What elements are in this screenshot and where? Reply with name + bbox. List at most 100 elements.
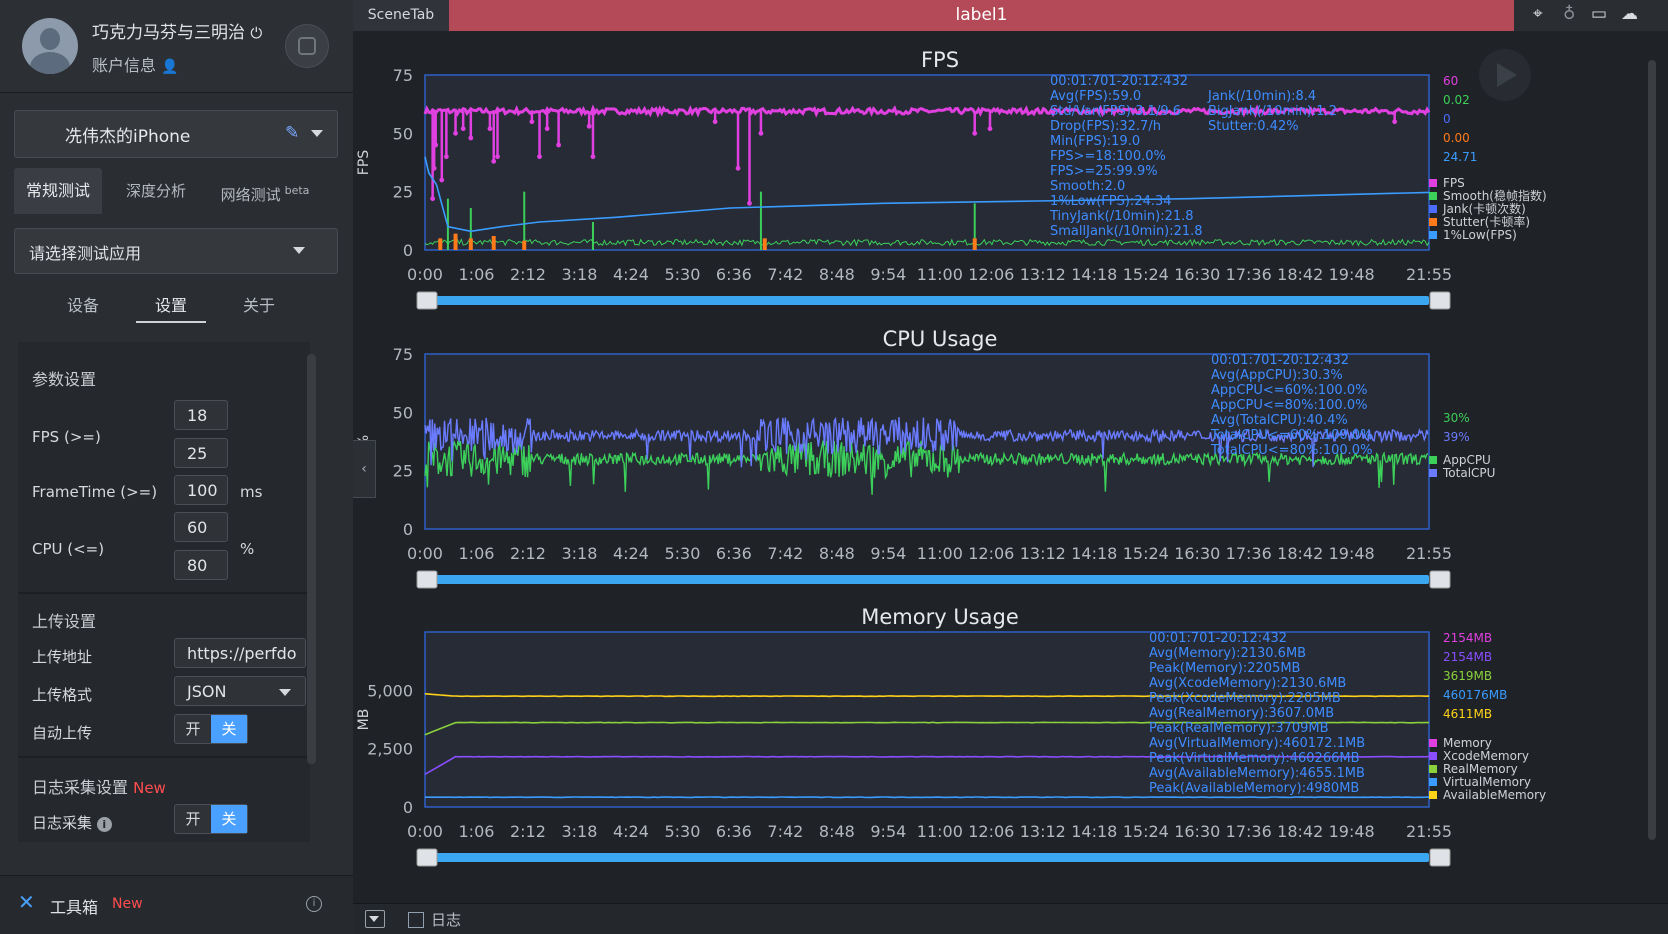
auto-upload-toggle[interactable]: 开 关 (174, 714, 248, 744)
upload-format-select[interactable]: JSON (174, 676, 306, 706)
legend-swatch (1429, 456, 1437, 464)
x-tick-label: 21:55 (1406, 265, 1452, 284)
cpu-threshold-input-1[interactable]: 60 (174, 512, 228, 542)
tab-deep-analysis[interactable]: 深度分析 (114, 168, 198, 214)
main-scrollbar[interactable] (1646, 40, 1658, 895)
x-tick-label: 14:18 (1071, 265, 1117, 284)
user-name-text: 巧克力马芬与三明治 (92, 23, 245, 43)
fps-dip-point (491, 159, 496, 164)
range-slider-handle-right (1430, 849, 1450, 866)
toolbox-bar[interactable]: ✕ 工具箱 New i (0, 875, 353, 934)
folder-icon[interactable]: ▭ (1591, 4, 1607, 24)
frametime-input[interactable]: 100 (174, 475, 228, 505)
stat-line: Jank(/10min):8.4 (1207, 89, 1316, 104)
record-button[interactable] (285, 24, 329, 68)
x-tick-label: 18:42 (1277, 544, 1323, 563)
chevron-down-icon[interactable] (311, 130, 323, 137)
upload-address-input[interactable]: https://perfdo (174, 638, 306, 668)
fps-dip-point (430, 196, 435, 201)
cloud-icon[interactable]: ☁ (1621, 4, 1638, 24)
collapse-sidebar-button[interactable]: ‹ (353, 440, 376, 498)
account-info[interactable]: 账户信息 👤 (92, 52, 179, 76)
label-tab[interactable]: label1 (449, 0, 1514, 31)
scrollbar-thumb[interactable] (1648, 60, 1656, 840)
device-selector[interactable]: 冼伟杰的iPhone ✎ (14, 110, 338, 158)
x-tick-label: 14:18 (1071, 544, 1117, 563)
toggle-on[interactable]: 开 (175, 805, 211, 833)
toggle-off[interactable]: 关 (211, 805, 247, 833)
x-tick-label: 19:48 (1329, 544, 1375, 563)
divider (18, 592, 310, 594)
upload-format-value: JSON (187, 682, 226, 701)
stat-line: Peak(Memory):2205MB (1149, 661, 1300, 676)
stat-line: Peak(VirtualMemory):460266MB (1149, 751, 1360, 766)
chevron-down-icon (369, 916, 379, 922)
fps-dip-point (556, 143, 561, 148)
avatar[interactable] (22, 18, 78, 74)
stat-line: Avg(FPS):59.0 (1050, 89, 1141, 104)
sidebar-scrollbar[interactable] (307, 354, 316, 764)
y-tick-label: 50 (393, 403, 413, 422)
log-label: 日志 (431, 909, 461, 930)
y-tick-label: 2,500 (367, 740, 413, 759)
user-settings-icon[interactable]: 👤 (161, 59, 178, 75)
x-tick-label: 9:54 (870, 265, 906, 284)
toggle-on[interactable]: 开 (175, 715, 211, 743)
x-tick-label: 11:00 (917, 265, 963, 284)
y-tick-label: 0 (403, 520, 413, 539)
y-axis-label: MB (356, 709, 372, 731)
legend-entry: TotalCPU (1442, 466, 1495, 480)
fps-dip-point (529, 119, 534, 124)
log-checkbox[interactable] (408, 912, 424, 928)
cpu-unit: % (240, 540, 254, 558)
range-slider-handle-right (1430, 571, 1450, 588)
tools-icon: ✕ (18, 890, 35, 914)
current-value: 2154MB (1443, 650, 1492, 664)
pin-icon[interactable]: ♁ (1563, 4, 1575, 24)
x-tick-label: 5:30 (664, 544, 700, 563)
x-tick-label: 15:24 (1123, 265, 1169, 284)
fps-dip-point (759, 131, 764, 136)
toggle-off[interactable]: 关 (211, 715, 247, 743)
chevron-down-icon[interactable] (293, 247, 305, 254)
x-tick-label: 1:06 (459, 265, 495, 284)
dropdown-icon[interactable] (365, 910, 385, 928)
stat-line: FPS>=25:99.9% (1050, 164, 1158, 179)
scene-tab[interactable]: SceneTab (353, 0, 449, 31)
fps-dip-point (453, 131, 458, 136)
power-icon[interactable]: ⏻ (250, 24, 262, 42)
x-tick-label: 11:00 (917, 822, 963, 841)
cpu-threshold-input-2[interactable]: 80 (174, 550, 228, 580)
tab-settings[interactable]: 设置 (136, 292, 206, 323)
range-slider-track (435, 296, 1429, 305)
x-tick-label: 16:30 (1174, 822, 1220, 841)
legend-swatch (1429, 765, 1437, 773)
x-tick-label: 7:42 (767, 265, 803, 284)
stat-line: Avg(AvailableMemory):4655.1MB (1149, 766, 1365, 781)
app-select[interactable]: 请选择测试应用 (14, 228, 338, 274)
stat-line: BigJank(/10min):1.2 (1208, 104, 1337, 119)
tab-about-label: 关于 (243, 296, 275, 315)
fps-threshold-input-2[interactable]: 25 (174, 438, 228, 468)
tab-device[interactable]: 设备 (48, 292, 118, 316)
fps-label: FPS (>=) (32, 428, 101, 446)
log-collect-toggle[interactable]: 开 关 (174, 804, 248, 834)
tab-about[interactable]: 关于 (224, 292, 294, 316)
x-tick-label: 16:30 (1174, 544, 1220, 563)
stat-line: AppCPU<=80%:100.0% (1211, 398, 1367, 413)
tab-regular-test[interactable]: 常规测试 (14, 168, 102, 214)
stat-line: Avg(Memory):2130.6MB (1149, 646, 1306, 661)
x-tick-label: 12:06 (968, 544, 1014, 563)
location-pin-icon[interactable]: ⌖ (1533, 4, 1543, 24)
legend-swatch (1429, 205, 1437, 213)
fps-threshold-input-1[interactable]: 18 (174, 400, 228, 430)
link-edit-icon[interactable]: ✎ (285, 123, 299, 143)
legend-entry: FPS (1443, 176, 1465, 190)
info-icon[interactable]: i (97, 817, 112, 832)
info-icon[interactable]: i (306, 896, 322, 912)
fps-dip-point (432, 166, 437, 171)
stat-line: Drop(FPS):32.7/h (1050, 119, 1161, 134)
x-tick-label: 12:06 (968, 822, 1014, 841)
new-badge: New (112, 896, 143, 912)
